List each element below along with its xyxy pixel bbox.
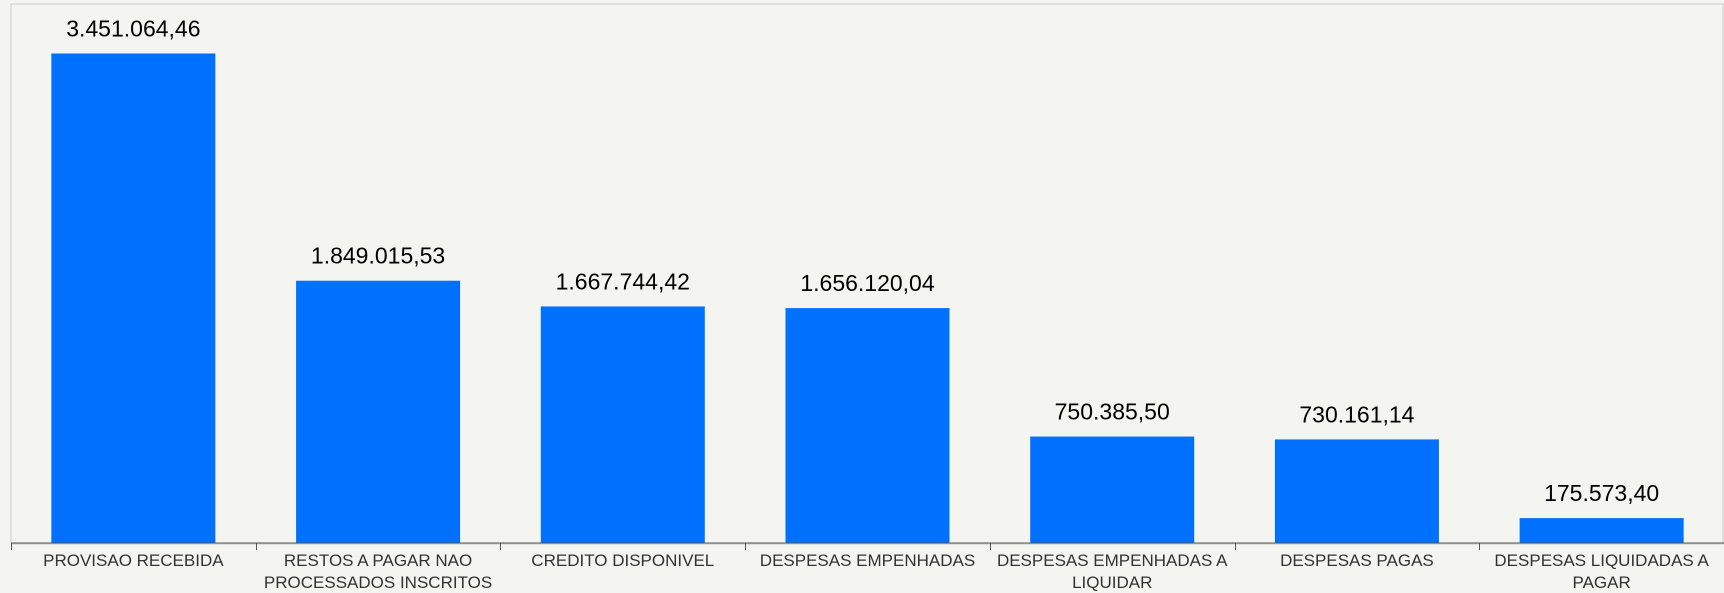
bar[interactable] (296, 280, 461, 543)
category-label: DESPESAS PAGAS (1280, 551, 1434, 570)
bars-layer (51, 53, 1684, 544)
bar[interactable] (1030, 436, 1195, 543)
category-label: PROCESSADOS INSCRITOS (264, 573, 492, 592)
plot-frame (10, 3, 1724, 545)
bar-value-label: 175.573,40 (1544, 480, 1659, 506)
category-label: PAGAR (1573, 573, 1631, 592)
bar-value-label: 3.451.064,46 (66, 15, 200, 41)
bar[interactable] (1519, 518, 1684, 543)
category-label: DESPESAS EMPENHADAS A (997, 551, 1228, 570)
category-label: LIQUIDAR (1072, 573, 1152, 592)
x-axis-ticks (11, 543, 1480, 550)
category-label: RESTOS A PAGAR NAO (284, 551, 472, 570)
bar-value-label: 1.849.015,53 (311, 243, 445, 269)
bar[interactable] (1274, 439, 1439, 543)
bar[interactable] (540, 306, 705, 543)
bar-value-label: 750.385,50 (1055, 399, 1170, 425)
category-label: DESPESAS LIQUIDADAS A (1494, 551, 1709, 570)
bar[interactable] (51, 53, 216, 544)
category-labels-layer: PROVISAO RECEBIDA RESTOS A PAGAR NAO PROCE… (43, 551, 1709, 592)
category-label: PROVISAO RECEBIDA (43, 551, 224, 570)
bar[interactable] (785, 308, 950, 543)
category-label: CREDITO DISPONIVEL (531, 551, 714, 570)
category-label: DESPESAS EMPENHADAS (760, 551, 975, 570)
bar-value-label: 1.667.744,42 (556, 268, 690, 294)
data-labels-layer: 3.451.064,46 1.849.015,53 1.667.744,42 1.65… (66, 15, 1659, 506)
bar-value-label: 730.161,14 (1299, 401, 1414, 427)
bar-value-label: 1.656.120,04 (800, 270, 935, 296)
